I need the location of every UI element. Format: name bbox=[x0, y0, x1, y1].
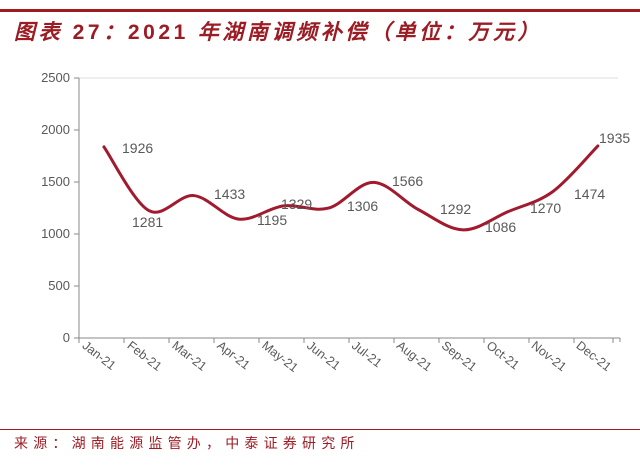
svg-text:1329: 1329 bbox=[281, 196, 312, 212]
svg-text:1195: 1195 bbox=[257, 212, 287, 228]
svg-text:1292: 1292 bbox=[440, 201, 471, 217]
svg-text:Jun-21: Jun-21 bbox=[304, 338, 343, 373]
svg-text:Mar-21: Mar-21 bbox=[169, 338, 209, 373]
svg-text:Jan-21: Jan-21 bbox=[80, 338, 119, 373]
svg-text:1306: 1306 bbox=[347, 198, 378, 214]
svg-text:Sep-21: Sep-21 bbox=[439, 338, 479, 374]
svg-text:1000: 1000 bbox=[41, 226, 70, 241]
svg-text:2500: 2500 bbox=[41, 70, 70, 85]
svg-text:May-21: May-21 bbox=[259, 338, 301, 375]
svg-text:Oct-21: Oct-21 bbox=[484, 338, 522, 372]
svg-text:Nov-21: Nov-21 bbox=[529, 338, 569, 374]
svg-text:1086: 1086 bbox=[485, 219, 516, 235]
svg-text:1935: 1935 bbox=[599, 130, 630, 146]
svg-text:1270: 1270 bbox=[530, 200, 561, 216]
svg-text:2000: 2000 bbox=[41, 122, 70, 137]
svg-text:1281: 1281 bbox=[132, 214, 163, 230]
svg-text:0: 0 bbox=[63, 330, 70, 345]
svg-text:1474: 1474 bbox=[574, 186, 605, 202]
svg-text:Dec-21: Dec-21 bbox=[574, 338, 614, 374]
svg-text:Jul-21: Jul-21 bbox=[349, 338, 384, 370]
svg-text:1500: 1500 bbox=[41, 174, 70, 189]
svg-text:Aug-21: Aug-21 bbox=[394, 338, 434, 374]
svg-text:1433: 1433 bbox=[214, 186, 245, 202]
svg-text:1926: 1926 bbox=[122, 140, 153, 156]
svg-text:1566: 1566 bbox=[392, 173, 423, 189]
svg-text:Apr-21: Apr-21 bbox=[214, 338, 252, 372]
svg-text:500: 500 bbox=[48, 278, 70, 293]
svg-text:Feb-21: Feb-21 bbox=[125, 338, 165, 373]
